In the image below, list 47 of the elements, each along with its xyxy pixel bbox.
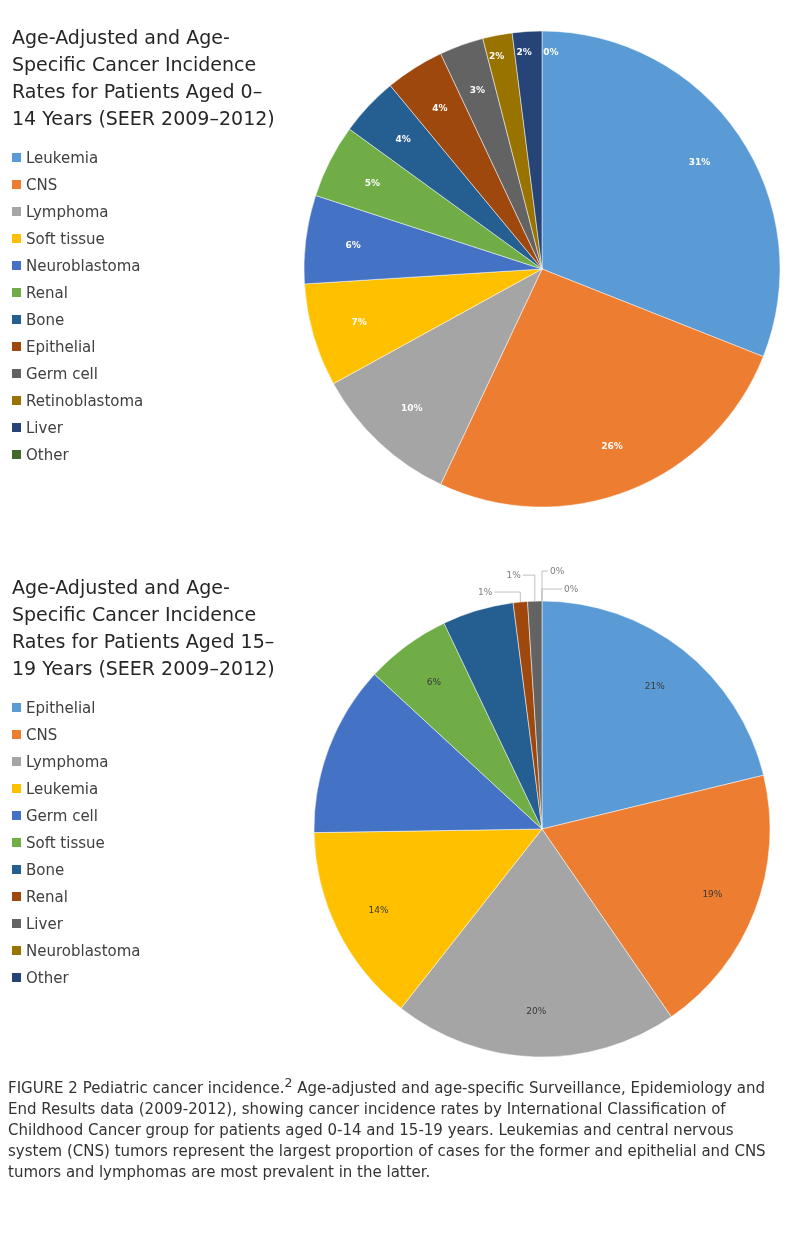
data-label: 4% <box>395 133 411 144</box>
legend-label: Lymphoma <box>26 752 109 771</box>
legend-label: CNS <box>26 725 58 744</box>
data-label: 6% <box>426 677 442 688</box>
data-label: 6% <box>345 240 361 251</box>
legend-label: Soft tissue <box>26 229 105 248</box>
data-label: 14% <box>368 905 390 915</box>
legend-label: Renal <box>26 283 68 302</box>
legend-label: Bone <box>26 860 65 879</box>
legend-label: Other <box>26 968 69 987</box>
data-label: 21% <box>644 680 666 691</box>
legend-label: Leukemia <box>26 148 99 167</box>
data-label: 1% <box>478 587 493 598</box>
data-label: 4% <box>432 103 448 114</box>
data-label: 19% <box>702 889 723 900</box>
caption: FIGURE 2 Pediatric cancer incidence.$^{2}$ Age-adjusted and age-specific Surveillance, Epidemiology and End Results data (2009-2012), showing cancer incidence rates by International Classification of Childhood Cancer group for patients aged 0-14 and 15-19 years. Leukemias and central nervous system (CNS) tumors represent the largest proportion of cases for the former and epithelial and CNS tumors and lymphomas are most prevalent in the latter. <box>8 1074 767 1183</box>
data-label: 1% <box>506 570 522 581</box>
text: 0% <box>564 584 579 594</box>
legend-label: Bone <box>26 310 65 329</box>
text: Age-Adjusted and Age-Specific Cancer Incidence Rates for Patients Aged 15–19 Years (SEER 2009–2012) <box>12 575 276 681</box>
legend-label: Liver <box>26 418 63 437</box>
legend-label: Epithelial <box>26 698 96 717</box>
legend-label: Renal <box>26 887 68 906</box>
text: Age-Adjusted and Age-Specific Cancer Incidence Rates for Patients Aged 0–14 Years (SEER 2009–2012) <box>12 25 276 131</box>
legend-label: Epithelial <box>26 337 96 356</box>
legend-label: Neuroblastoma <box>26 941 141 960</box>
legend-label: Liver <box>26 914 63 933</box>
legend-label: Leukemia <box>26 779 99 798</box>
legend-label: Germ cell <box>26 806 98 825</box>
legend-label: Lymphoma <box>26 202 109 221</box>
text: 0% <box>543 46 559 57</box>
data-label: 7% <box>351 317 367 328</box>
text: 0% <box>550 566 565 576</box>
data-label: 5% <box>364 177 380 188</box>
data-label: 20% <box>526 1006 547 1017</box>
data-label: 26% <box>601 441 623 452</box>
legend-label: Neuroblastoma <box>26 256 141 275</box>
legend-label: Soft tissue <box>26 833 105 852</box>
legend-label: Retinoblastoma <box>26 391 144 410</box>
data-label: 2% <box>488 50 505 61</box>
data-label: 2% <box>516 47 532 58</box>
data-label: 10% <box>400 402 423 413</box>
legend-label: Other <box>26 445 69 464</box>
data-label: 31% <box>688 156 711 167</box>
legend-label: CNS <box>26 175 58 194</box>
legend-label: Germ cell <box>26 364 98 383</box>
data-label: 3% <box>469 84 486 95</box>
